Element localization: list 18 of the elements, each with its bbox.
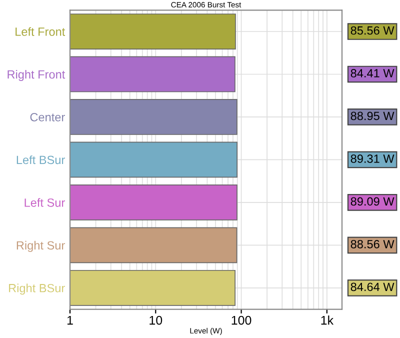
y-tick-label: Center (30, 113, 65, 122)
data-label: 88.95 W (350, 112, 394, 120)
x-tick-label: 10 (150, 316, 162, 325)
data-label: 88.56 W (350, 240, 394, 248)
data-label: 89.31 W (350, 154, 394, 163)
x-tick-label: 100 (232, 316, 252, 325)
y-tick-label: Left BSur (16, 155, 65, 164)
data-label: 85.56 W (350, 26, 394, 35)
y-tick-label: Left Front (16, 27, 66, 36)
y-tick-label: Left Sur (24, 198, 65, 207)
y-tick-label: Right Front (8, 70, 66, 81)
x-tick-label: 1k (321, 316, 334, 325)
data-label: 84.64 W (350, 282, 394, 292)
data-label: 84.41 W (350, 69, 394, 78)
y-tick-label: Right Sur (16, 240, 65, 252)
y-tick-label: Right BSur (9, 284, 65, 295)
x-tick-label: 1 (67, 316, 73, 325)
data-label: 89.09 W (350, 197, 394, 206)
